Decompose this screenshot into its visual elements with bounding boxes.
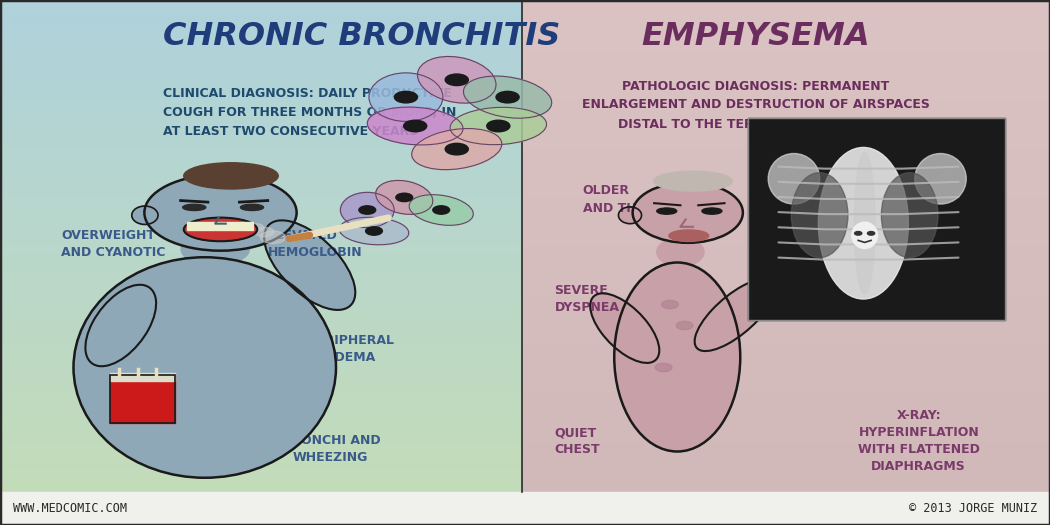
- Ellipse shape: [915, 153, 966, 204]
- Ellipse shape: [657, 237, 704, 267]
- Bar: [110, 375, 175, 423]
- Bar: [187, 222, 253, 230]
- Ellipse shape: [657, 208, 677, 214]
- Ellipse shape: [614, 262, 740, 452]
- Ellipse shape: [852, 222, 878, 248]
- Ellipse shape: [659, 208, 674, 212]
- Ellipse shape: [145, 174, 296, 251]
- Ellipse shape: [132, 206, 158, 225]
- Ellipse shape: [184, 217, 257, 242]
- Text: CLINICAL DIAGNOSIS: DAILY PRODUCTIVE
COUGH FOR THREE MONTHS OR MORE, IN
AT LEAST: CLINICAL DIAGNOSIS: DAILY PRODUCTIVE COU…: [163, 87, 456, 139]
- Bar: [748, 118, 1005, 320]
- Circle shape: [255, 227, 274, 237]
- Ellipse shape: [412, 129, 502, 170]
- Ellipse shape: [418, 57, 496, 103]
- Circle shape: [403, 120, 426, 132]
- Ellipse shape: [818, 148, 908, 299]
- Ellipse shape: [695, 279, 775, 351]
- Circle shape: [433, 206, 449, 214]
- Circle shape: [496, 91, 519, 103]
- Text: WWW.MEDCOMIC.COM: WWW.MEDCOMIC.COM: [13, 502, 127, 515]
- Circle shape: [396, 193, 413, 202]
- Circle shape: [395, 91, 418, 103]
- Text: EMPHYSEMA: EMPHYSEMA: [642, 21, 870, 52]
- Bar: [0, 492, 1050, 525]
- Circle shape: [487, 120, 510, 132]
- Ellipse shape: [855, 152, 875, 294]
- Circle shape: [655, 363, 672, 372]
- Circle shape: [445, 143, 468, 155]
- Ellipse shape: [881, 173, 938, 258]
- Ellipse shape: [653, 171, 733, 191]
- Circle shape: [359, 206, 376, 214]
- Ellipse shape: [240, 204, 264, 211]
- Ellipse shape: [410, 195, 474, 225]
- Ellipse shape: [185, 205, 204, 209]
- Text: PERIPHERAL
EDEMA: PERIPHERAL EDEMA: [309, 334, 395, 364]
- Ellipse shape: [590, 293, 659, 363]
- Ellipse shape: [463, 76, 551, 118]
- Circle shape: [867, 232, 875, 235]
- Ellipse shape: [376, 181, 433, 214]
- Ellipse shape: [265, 220, 355, 310]
- Ellipse shape: [618, 207, 642, 224]
- Circle shape: [855, 232, 862, 235]
- Bar: [110, 373, 175, 381]
- Ellipse shape: [340, 192, 394, 228]
- Circle shape: [676, 321, 693, 330]
- Ellipse shape: [632, 183, 743, 243]
- Circle shape: [365, 227, 382, 235]
- Bar: [110, 375, 175, 423]
- Circle shape: [260, 231, 286, 244]
- Ellipse shape: [792, 173, 848, 258]
- Ellipse shape: [769, 153, 820, 204]
- Ellipse shape: [183, 204, 206, 211]
- Ellipse shape: [702, 208, 722, 214]
- Text: X-RAY:
HYPERINFLATION
WITH FLATTENED
DIAPHRAGMS: X-RAY: HYPERINFLATION WITH FLATTENED DIA…: [858, 409, 980, 473]
- Ellipse shape: [181, 234, 250, 265]
- Text: PATHOLOGIC DIAGNOSIS: PERMANENT
ENLARGEMENT AND DESTRUCTION OF AIRSPACES
DISTAL : PATHOLOGIC DIAGNOSIS: PERMANENT ENLARGEM…: [582, 79, 930, 131]
- Ellipse shape: [339, 217, 408, 245]
- Text: SEVERE
DYSPNEA: SEVERE DYSPNEA: [554, 284, 619, 314]
- Ellipse shape: [369, 73, 443, 121]
- Ellipse shape: [368, 107, 463, 145]
- Text: QUIET
CHEST: QUIET CHEST: [554, 426, 600, 456]
- Text: OLDER
AND THIN: OLDER AND THIN: [583, 184, 651, 215]
- Text: CHRONIC BRONCHITIS: CHRONIC BRONCHITIS: [163, 21, 560, 52]
- Ellipse shape: [243, 205, 261, 209]
- Ellipse shape: [74, 257, 336, 478]
- Ellipse shape: [85, 285, 156, 366]
- Text: RHONCHI AND
WHEEZING: RHONCHI AND WHEEZING: [281, 434, 380, 464]
- Bar: [748, 118, 1005, 320]
- Text: ELEVATED
HEMOGLOBIN: ELEVATED HEMOGLOBIN: [268, 229, 362, 259]
- Text: © 2013 JORGE MUNIZ: © 2013 JORGE MUNIZ: [909, 502, 1037, 515]
- Text: OVERWEIGHT
AND CYANOTIC: OVERWEIGHT AND CYANOTIC: [61, 229, 165, 259]
- Ellipse shape: [184, 163, 278, 189]
- Circle shape: [445, 74, 468, 86]
- Circle shape: [249, 224, 264, 231]
- Ellipse shape: [705, 208, 720, 212]
- Ellipse shape: [450, 107, 547, 145]
- Ellipse shape: [669, 230, 709, 242]
- Circle shape: [662, 300, 678, 309]
